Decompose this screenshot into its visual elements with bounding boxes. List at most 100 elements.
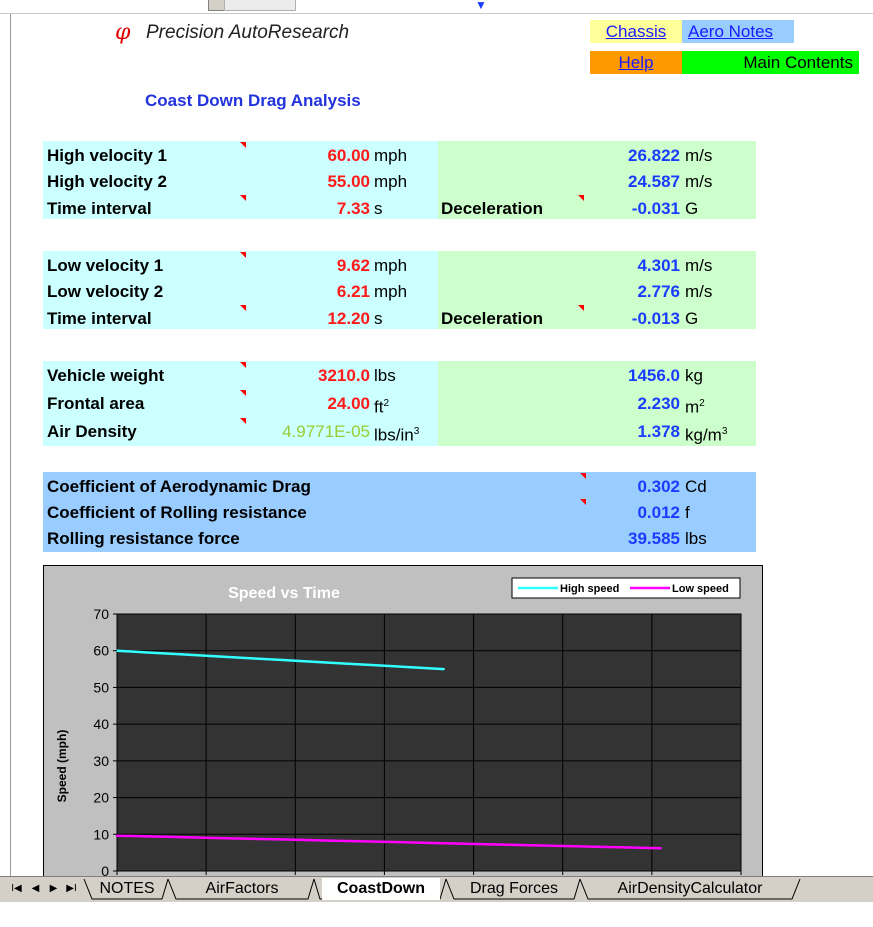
plot-area bbox=[116, 613, 742, 872]
low-speed-output-block bbox=[438, 251, 756, 329]
tab-drag-forces[interactable]: Drag Forces bbox=[469, 880, 559, 897]
aero-notes-link[interactable]: Aero Notes bbox=[682, 20, 794, 43]
comment-indicator-icon[interactable] bbox=[240, 142, 246, 148]
high-velocity-1-value[interactable]: 60.00 bbox=[327, 146, 370, 165]
low-time-interval-value[interactable]: 12.20 bbox=[327, 309, 370, 328]
low-velocity-1-label: Low velocity 1 bbox=[47, 256, 164, 275]
prev-sheet-button[interactable]: ◀ bbox=[31, 883, 40, 894]
air-density-si-unit: kg/m3 bbox=[685, 420, 728, 445]
y-tick-label: 60 bbox=[93, 643, 109, 659]
low-velocity-2-si-unit: m/s bbox=[685, 282, 713, 301]
data-point-low-speed bbox=[442, 842, 445, 845]
vehicle-weight-value[interactable]: 3210.0 bbox=[318, 366, 370, 385]
data-point-low-speed bbox=[115, 834, 119, 837]
rolling-coefficient-label: Coefficient of Rolling resistance bbox=[47, 503, 307, 522]
high-velocity-2-si-value: 24.587 bbox=[628, 172, 680, 191]
air-density-label: Air Density bbox=[47, 422, 137, 441]
data-point-high-speed bbox=[148, 651, 151, 654]
vehicle-weight-unit: lbs bbox=[374, 366, 396, 385]
comment-indicator-icon[interactable] bbox=[240, 305, 246, 311]
vehicle-weight-label: Vehicle weight bbox=[47, 366, 165, 385]
rolling-coefficient-value: 0.012 bbox=[637, 503, 680, 522]
comment-indicator-icon[interactable] bbox=[580, 499, 586, 505]
low-deceleration-unit: G bbox=[685, 309, 699, 328]
low-velocity-2-unit: mph bbox=[374, 282, 408, 301]
data-point-low-speed bbox=[387, 840, 391, 844]
tab-airfactors[interactable]: AirFactors bbox=[205, 880, 279, 897]
tab-airdensitycalculator[interactable]: AirDensityCalculator bbox=[617, 880, 763, 897]
comment-indicator-icon[interactable] bbox=[578, 195, 584, 201]
comment-indicator-icon[interactable] bbox=[240, 390, 246, 396]
low-velocity-2-value[interactable]: 6.21 bbox=[336, 282, 370, 301]
results-block bbox=[43, 472, 756, 552]
frontal-area-unit: ft2 bbox=[374, 392, 389, 417]
vehicle-weight-si-unit: kg bbox=[685, 366, 703, 385]
data-point-high-speed bbox=[409, 666, 413, 669]
high-deceleration-label: Deceleration bbox=[441, 199, 544, 218]
tab-outlines bbox=[83, 878, 801, 900]
chart-series bbox=[115, 649, 662, 850]
low-deceleration-value: -0.013 bbox=[631, 309, 680, 328]
vehicle-input-block bbox=[43, 361, 438, 446]
next-sheet-button[interactable]: ▶ bbox=[49, 883, 58, 894]
first-sheet-button[interactable]: I◀ bbox=[11, 883, 22, 894]
air-density-si-unit-exponent: 3 bbox=[721, 426, 728, 437]
data-point-low-speed bbox=[605, 845, 608, 849]
vehicle-output-block bbox=[438, 361, 756, 446]
data-point-high-speed bbox=[213, 655, 217, 658]
tab-coastdown[interactable]: CoastDown bbox=[322, 878, 440, 900]
air-density-si-unit-base: kg/m bbox=[685, 425, 722, 445]
company-name: Precision AutoResearch bbox=[146, 22, 350, 43]
low-deceleration-label: Deceleration bbox=[441, 309, 544, 328]
data-point-high-speed bbox=[442, 667, 445, 671]
data-point-low-speed bbox=[224, 836, 227, 840]
high-time-interval-value[interactable]: 7.33 bbox=[336, 199, 370, 218]
high-velocity-2-value[interactable]: 55.00 bbox=[327, 172, 370, 191]
chassis-link[interactable]: Chassis bbox=[590, 20, 682, 43]
high-time-interval-unit: s bbox=[374, 199, 383, 218]
comment-indicator-icon[interactable] bbox=[240, 418, 246, 424]
comment-indicator-icon[interactable] bbox=[580, 473, 586, 479]
rolling-coefficient-unit: f bbox=[685, 503, 690, 522]
data-point-low-speed bbox=[659, 847, 662, 850]
data-point-high-speed bbox=[311, 660, 315, 663]
high-velocity-1-si-value: 26.822 bbox=[628, 146, 680, 165]
low-speed-input-block bbox=[43, 251, 438, 329]
comment-indicator-icon[interactable] bbox=[578, 305, 584, 311]
legend-box bbox=[511, 577, 741, 599]
air-density-si-value: 1.378 bbox=[637, 422, 680, 441]
formula-strip: ▼ bbox=[0, 0, 873, 14]
low-velocity-1-unit: mph bbox=[374, 256, 408, 275]
data-point-low-speed bbox=[170, 835, 173, 839]
data-point-high-speed bbox=[246, 656, 249, 660]
data-point-low-speed bbox=[333, 839, 336, 842]
tab-notes[interactable]: NOTES bbox=[99, 880, 155, 897]
y-axis-ticks: 0 10 20 30 40 50 60 70 bbox=[93, 606, 117, 879]
comment-indicator-icon[interactable] bbox=[240, 362, 246, 368]
high-velocity-1-unit: mph bbox=[374, 146, 408, 165]
drag-coefficient-value: 0.302 bbox=[637, 477, 680, 496]
air-density-value[interactable]: 4.9771E-05 bbox=[282, 422, 370, 441]
frontal-area-value[interactable]: 24.00 bbox=[327, 394, 370, 413]
main-contents-link[interactable]: Main Contents bbox=[682, 51, 859, 74]
high-velocity-1-label: High velocity 1 bbox=[47, 146, 167, 165]
comment-indicator-icon[interactable] bbox=[240, 195, 246, 201]
y-tick-label: 50 bbox=[93, 679, 109, 695]
y-tick-label: 10 bbox=[93, 826, 109, 842]
high-deceleration-value: -0.031 bbox=[631, 199, 680, 218]
logo-icon: φ bbox=[115, 20, 131, 45]
column-marker-icon: ▼ bbox=[475, 0, 487, 12]
high-velocity-2-unit: mph bbox=[374, 172, 408, 191]
frontal-area-label: Frontal area bbox=[47, 394, 145, 413]
data-point-low-speed bbox=[550, 844, 554, 847]
formula-bar[interactable] bbox=[224, 0, 296, 11]
chart-title: Speed vs Time bbox=[228, 585, 340, 602]
air-density-unit-exponent: 3 bbox=[413, 426, 420, 437]
high-velocity-1-si-unit: m/s bbox=[685, 146, 713, 165]
help-link[interactable]: Help bbox=[590, 51, 682, 74]
comment-indicator-icon[interactable] bbox=[240, 252, 246, 258]
low-velocity-1-value[interactable]: 9.62 bbox=[336, 256, 370, 275]
legend-label-high-speed: High speed bbox=[560, 583, 619, 595]
last-sheet-button[interactable]: ▶I bbox=[66, 883, 77, 894]
